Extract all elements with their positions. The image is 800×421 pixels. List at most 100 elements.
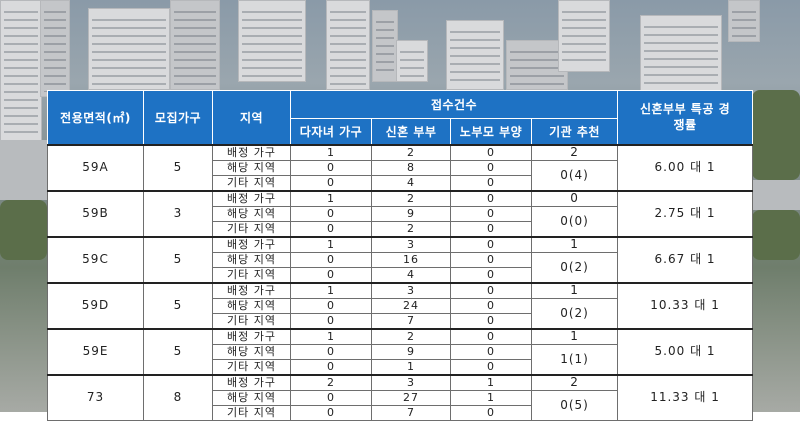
rate-cell: 6.67 대 1 xyxy=(617,235,754,283)
newlywed-cell: 2 xyxy=(371,327,451,345)
institution-cell: 0 xyxy=(530,189,619,207)
region-cell: 해당 지역 xyxy=(212,205,291,222)
rate-cell: 6.00 대 1 xyxy=(617,143,754,191)
multi-child-cell: 0 xyxy=(290,358,372,375)
newlywed-cell: 7 xyxy=(371,404,451,421)
multi-child-cell: 0 xyxy=(290,404,372,421)
header-elderly: 노부모 부양 xyxy=(450,118,532,145)
elderly-cell: 0 xyxy=(450,312,532,329)
units-cell: 8 xyxy=(143,373,213,421)
type-cell: 59C xyxy=(47,235,144,283)
multi-child-cell: 1 xyxy=(290,281,372,299)
newlywed-cell: 9 xyxy=(371,205,451,222)
newlywed-cell: 7 xyxy=(371,312,451,329)
table-row: 해당 지역 0 24 0 0(2) xyxy=(48,297,753,329)
newlywed-cell: 9 xyxy=(371,343,451,360)
multi-child-cell: 0 xyxy=(290,251,372,268)
elderly-cell: 0 xyxy=(450,358,532,375)
table-row: 59C 5 배정 가구 1 3 0 1 6.67 대 1 xyxy=(47,235,754,283)
table-row: 59B 3 배정 가구 1 2 0 0 2.75 대 1 xyxy=(47,189,754,237)
header-units: 모집가구 xyxy=(143,90,213,145)
header-rate: 신혼부부 특공 경쟁률 xyxy=(617,90,754,145)
type-cell: 59E xyxy=(47,327,144,375)
multi-child-cell: 2 xyxy=(290,373,372,391)
institution-cell: 1 xyxy=(530,327,619,345)
newlywed-cell: 2 xyxy=(371,220,451,237)
table-row: 73 8 배정 가구 2 3 1 2 11.33 대 1 xyxy=(47,373,754,421)
type-cell: 73 xyxy=(47,373,144,421)
units-cell: 5 xyxy=(143,327,213,375)
newlywed-cell: 2 xyxy=(371,143,451,161)
region-cell: 기타 지역 xyxy=(212,266,291,283)
header-applications: 접수건수 xyxy=(289,90,619,119)
newlywed-cell: 8 xyxy=(371,159,451,176)
newlywed-cell: 4 xyxy=(371,174,451,191)
type-cell: 59B xyxy=(47,189,144,237)
region-cell: 배정 가구 xyxy=(212,235,291,253)
multi-child-cell: 0 xyxy=(290,266,372,283)
region-cell: 해당 지역 xyxy=(212,343,291,360)
region-cell: 배정 가구 xyxy=(212,281,291,299)
rate-cell: 11.33 대 1 xyxy=(617,373,754,421)
elderly-cell: 0 xyxy=(450,205,532,222)
rate-cell: 5.00 대 1 xyxy=(617,327,754,375)
elderly-cell: 0 xyxy=(450,281,532,299)
header-area: 전용면적(㎡) xyxy=(47,90,144,145)
newlywed-cell: 27 xyxy=(371,389,451,406)
units-cell: 5 xyxy=(143,143,213,191)
table-row: 59E 5 배정 가구 1 2 0 1 5.00 대 1 xyxy=(47,327,754,375)
multi-child-cell: 1 xyxy=(290,327,372,345)
rate-cell: 10.33 대 1 xyxy=(617,281,754,329)
region-cell: 기타 지역 xyxy=(212,358,291,375)
institution-cell: 0(4) xyxy=(530,159,619,191)
multi-child-cell: 0 xyxy=(290,343,372,360)
multi-child-cell: 1 xyxy=(290,235,372,253)
institution-cell: 1 xyxy=(530,235,619,253)
region-cell: 해당 지역 xyxy=(212,389,291,406)
newlywed-cell: 3 xyxy=(371,373,451,391)
elderly-cell: 0 xyxy=(450,159,532,176)
region-cell: 기타 지역 xyxy=(212,174,291,191)
elderly-cell: 1 xyxy=(450,389,532,406)
table-row: 해당 지역 0 16 0 0(2) xyxy=(48,251,753,283)
multi-child-cell: 0 xyxy=(290,297,372,314)
institution-cell: 0(0) xyxy=(530,205,619,237)
institution-cell: 1 xyxy=(530,281,619,299)
units-cell: 5 xyxy=(143,235,213,283)
multi-child-cell: 0 xyxy=(290,389,372,406)
newlywed-cell: 3 xyxy=(371,235,451,253)
units-cell: 5 xyxy=(143,281,213,329)
elderly-cell: 0 xyxy=(450,235,532,253)
table-row: 기타 지역 0 4 0 xyxy=(48,266,753,283)
multi-child-cell: 1 xyxy=(290,143,372,161)
type-cell: 59D xyxy=(47,281,144,329)
region-cell: 기타 지역 xyxy=(212,404,291,421)
units-cell: 3 xyxy=(143,189,213,237)
elderly-cell: 0 xyxy=(450,143,532,161)
header-institution: 기관 추천 xyxy=(530,118,619,145)
elderly-cell: 0 xyxy=(450,189,532,207)
newlywed-cell: 24 xyxy=(371,297,451,314)
header-multi-child: 다자녀 가구 xyxy=(290,118,372,145)
elderly-cell: 1 xyxy=(450,373,532,391)
elderly-cell: 0 xyxy=(450,251,532,268)
elderly-cell: 0 xyxy=(450,327,532,345)
institution-cell: 2 xyxy=(530,143,619,161)
region-cell: 배정 가구 xyxy=(212,373,291,391)
institution-cell: 0(2) xyxy=(530,297,619,329)
newlywed-cell: 16 xyxy=(371,251,451,268)
table-row: 59A 5 배정 가구 1 2 0 2 6.00 대 1 xyxy=(47,143,754,191)
region-cell: 해당 지역 xyxy=(212,251,291,268)
institution-cell: 0(5) xyxy=(530,389,619,421)
table-row: 59D 5 배정 가구 1 3 0 1 10.33 대 1 xyxy=(47,281,754,329)
header-newlywed: 신혼 부부 xyxy=(371,118,451,145)
newlywed-cell: 4 xyxy=(371,266,451,283)
multi-child-cell: 1 xyxy=(290,189,372,207)
elderly-cell: 0 xyxy=(450,404,532,421)
region-cell: 기타 지역 xyxy=(212,312,291,329)
multi-child-cell: 0 xyxy=(290,312,372,329)
institution-cell: 2 xyxy=(530,373,619,391)
table-row: 해당 지역 0 9 0 1(1) xyxy=(48,343,753,375)
region-cell: 배정 가구 xyxy=(212,327,291,345)
competition-rate-table: 전용면적(㎡) 모집가구 지역 접수건수 신혼부부 특공 경쟁률 다자녀 가구 … xyxy=(47,90,754,421)
